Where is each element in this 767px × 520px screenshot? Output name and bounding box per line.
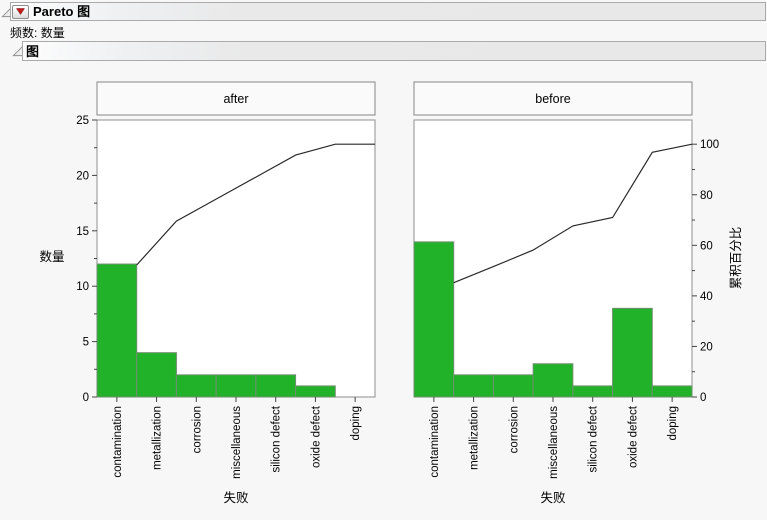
x-axis-title: 失败 xyxy=(540,490,566,505)
pareto-bar-contamination[interactable] xyxy=(96,263,138,398)
pareto-bar-miscellaneous[interactable] xyxy=(215,374,257,398)
pareto-bar-miscellaneous[interactable] xyxy=(532,363,574,398)
count-axis-tick-label: 20 xyxy=(76,170,89,182)
pareto-bar-oxide-defect[interactable] xyxy=(612,307,653,398)
frequency-value: 数量 xyxy=(40,26,65,40)
percent-axis-tick-label: 100 xyxy=(700,139,719,151)
percent-axis-tick-label: 0 xyxy=(700,392,706,404)
x-tick-label: contamination xyxy=(112,406,124,478)
x-tick-label: doping xyxy=(667,406,679,441)
x-tick-label: contamination xyxy=(429,406,441,478)
plot-section-title: 图 xyxy=(26,43,40,59)
count-axis-tick-label: 5 xyxy=(83,337,89,349)
count-axis-title: 数量 xyxy=(39,249,64,264)
percent-axis-tick-label: 20 xyxy=(700,341,713,353)
x-tick-label: corrosion xyxy=(191,406,203,453)
count-axis-tick-label: 10 xyxy=(76,281,89,293)
frequency-note: 频数: 数量 xyxy=(10,24,65,41)
x-tick-label: metallization xyxy=(152,406,164,470)
panel-title-box xyxy=(96,81,376,116)
red-triangle-menu-button[interactable] xyxy=(12,4,29,19)
pareto-bar-metallization[interactable] xyxy=(136,352,177,398)
x-tick-label: doping xyxy=(350,406,362,441)
pareto-bar-metallization[interactable] xyxy=(453,374,494,398)
x-tick-label: oxide defect xyxy=(627,405,639,468)
pareto-bar-contamination[interactable] xyxy=(413,241,455,398)
percent-axis-tick-label: 60 xyxy=(700,240,713,252)
x-axis-title: 失败 xyxy=(223,490,249,505)
cumulative-percent-line xyxy=(453,143,693,284)
frequency-label: 频数: xyxy=(10,26,38,40)
percent-axis-tick-label: 80 xyxy=(700,190,713,202)
count-axis-tick-label: 25 xyxy=(76,115,89,127)
x-tick-label: oxide defect xyxy=(310,405,322,468)
percent-axis-tick-label: 40 xyxy=(700,291,713,303)
cumulative-percent-line xyxy=(136,143,375,266)
panel-title-box xyxy=(413,81,693,116)
panel-title-before: before xyxy=(535,92,570,106)
percent-axis-title: 累积百分比 xyxy=(729,227,743,290)
x-tick-label: silicon defect xyxy=(588,405,600,472)
x-tick-label: miscellaneous xyxy=(231,406,243,479)
x-tick-label: corrosion xyxy=(508,406,520,453)
pareto-outline-header[interactable]: Pareto 图 xyxy=(10,2,766,21)
pareto-bar-corrosion[interactable] xyxy=(492,374,534,398)
count-axis-tick-label: 15 xyxy=(76,226,89,238)
report-title: Pareto 图 xyxy=(33,4,91,19)
red-triangle-icon xyxy=(16,8,25,15)
x-tick-label: miscellaneous xyxy=(548,406,560,479)
pareto-bar-silicon-defect[interactable] xyxy=(255,374,297,398)
pareto-bar-oxide-defect[interactable] xyxy=(295,385,336,398)
plot-outline-header[interactable]: 图 xyxy=(22,41,766,61)
pareto-bar-corrosion[interactable] xyxy=(175,374,217,398)
x-tick-label: metallization xyxy=(469,406,481,470)
pareto-bar-doping[interactable] xyxy=(651,385,693,398)
x-tick-label: silicon defect xyxy=(271,405,283,472)
pareto-bar-silicon-defect[interactable] xyxy=(572,385,614,398)
count-axis-tick-label: 0 xyxy=(83,392,89,404)
panel-title-after: after xyxy=(223,92,248,106)
